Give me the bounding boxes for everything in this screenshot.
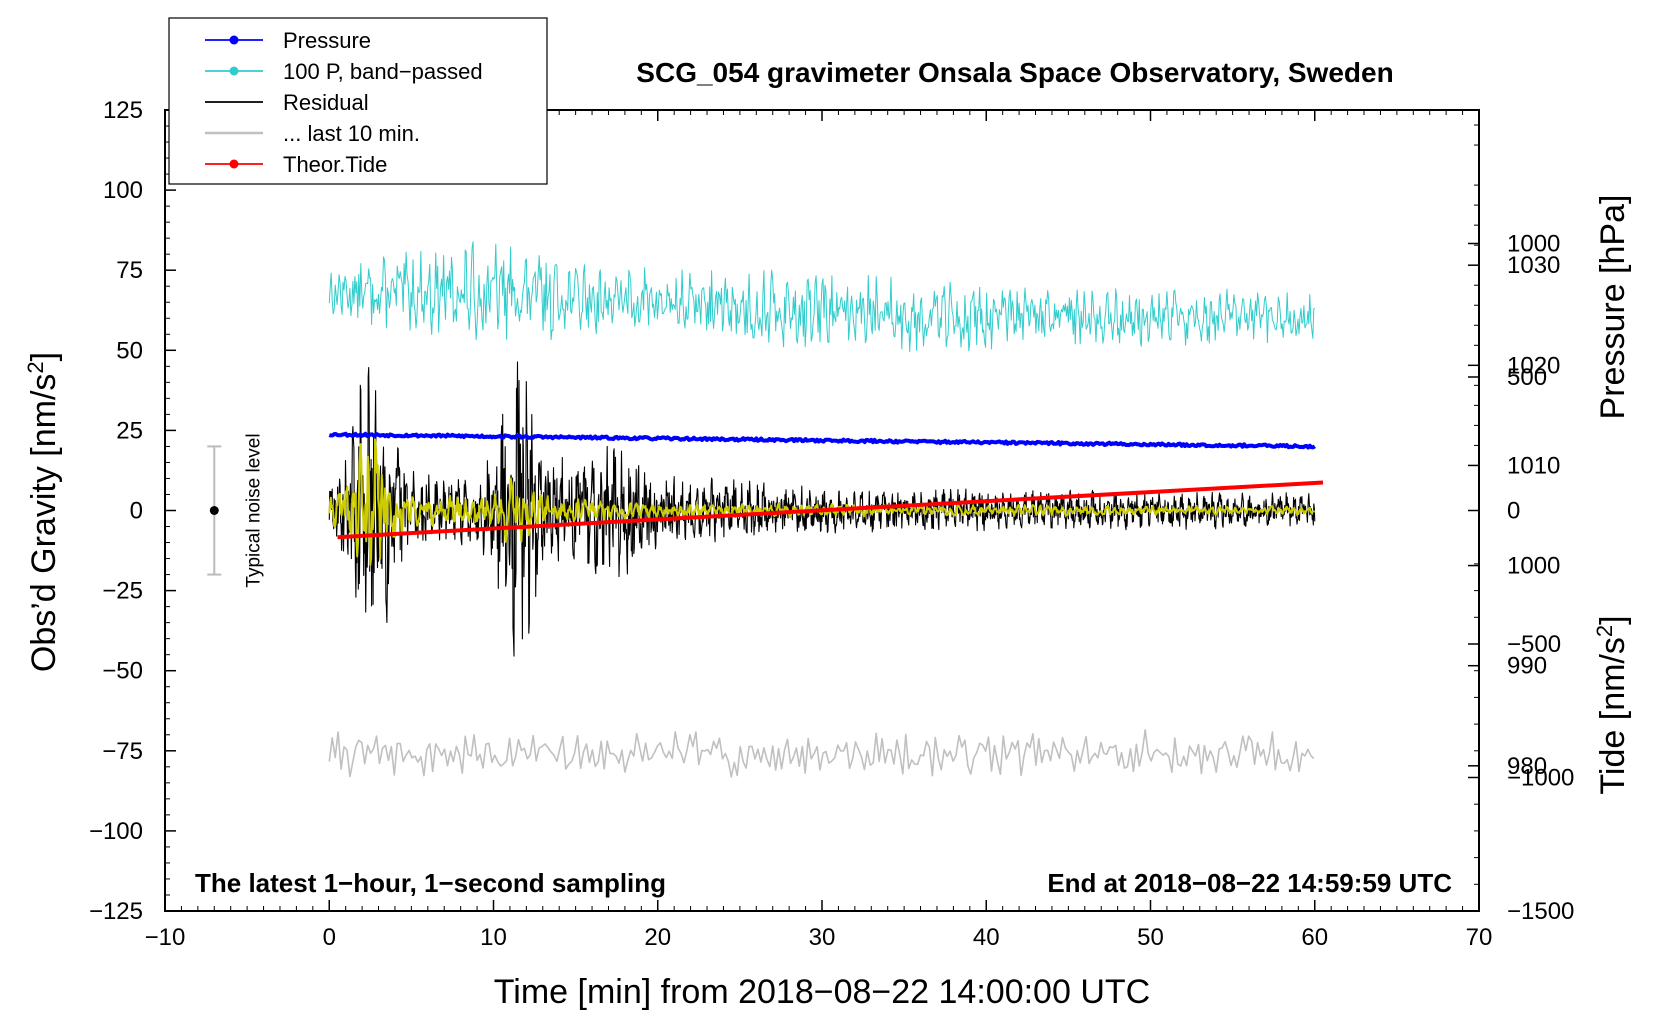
pressure-tick-label: 1020 [1507,352,1560,379]
x-tick-label: 60 [1301,924,1328,951]
y-tick-label: 125 [103,97,143,124]
series-last-10-min [328,729,1315,778]
x-tick-label: 70 [1466,924,1493,951]
plot-frame [164,109,1480,912]
sampling-note: The latest 1−hour, 1−second sampling [195,868,666,898]
series-residual-smoothed [328,438,1316,566]
y-axis-title-tide-main: Tide [nm/s [1594,637,1632,794]
legend-label: 100 P, band−passed [283,59,483,84]
y-tick-label: 100 [103,177,143,204]
tide-tick-label: 1000 [1507,231,1560,258]
y-tick-label: −125 [89,898,143,925]
y-tick-label: 25 [116,417,143,444]
x-tick-label: 30 [809,924,836,951]
noise-center-dot [209,506,219,515]
tide-tick-label: −1000 [1507,765,1574,792]
y-axis-title-tide: Tide [nm/s2] [1592,615,1632,794]
x-axis-title: Time [min] from 2018−08−22 14:00:00 UTC [494,973,1150,1011]
x-tick-label: −10 [145,924,186,951]
y-tick-label: 75 [116,257,143,284]
tide-tick-label: −1500 [1507,898,1574,925]
legend-marker [229,35,239,45]
tide-tick-label: −500 [1507,631,1561,658]
y-tick-label: −75 [102,738,143,765]
legend-items: Pressure 100 P, band−passed Residual ... la… [205,28,483,177]
noise-level-label: Typical noise level [243,433,264,587]
y-tick-label: 50 [116,337,143,364]
x-tick-label: 40 [973,924,1000,951]
y-tick-label: −25 [102,578,143,605]
end-time-note: End at 2018−08−22 14:59:59 UTC [1047,868,1452,898]
y-axis-title-pressure: Pressure [hPa] [1594,195,1632,420]
legend-label: Pressure [283,28,371,53]
pressure-tick-label: 990 [1507,653,1547,680]
y-axis-title-gravity-end: ] [25,352,63,361]
tide-tick-label: 0 [1507,498,1520,525]
y-tick-label: 0 [130,498,143,525]
chart-title: SCG_054 gravimeter Onsala Space Observat… [636,57,1393,88]
y-axis-title-tide-sup: 2 [1592,625,1617,637]
series-layer [328,241,1324,778]
pressure-tick-label: 980 [1507,753,1547,780]
x-tick-label: 0 [323,924,336,951]
y-tick-label: −50 [102,658,143,685]
pressure-tick-label: 1010 [1507,452,1560,479]
y-axis-title-tide-end: ] [1594,615,1632,624]
legend-label: Theor.Tide [283,152,387,177]
y-axis-title-gravity-main: Obs’d Gravity [nm/s [25,374,63,673]
pressure-tick-label: 1000 [1507,553,1560,580]
legend-label: Residual [283,90,369,115]
series-band-passed-pressure [328,241,1316,352]
legend-label: ... last 10 min. [283,121,420,146]
noise-level-marker: Typical noise level [207,433,264,588]
series-theoretical-tide [337,480,1324,540]
tick-labels: −10 0 10 20 30 40 50 60 701251007550250−25−50−75… [89,97,1574,951]
y-axis-title-gravity-sup: 2 [23,361,48,373]
tide-tick-label: 500 [1507,364,1547,391]
legend-marker [229,66,239,76]
pressure-tick-label: 1030 [1507,252,1560,279]
legend-marker [229,159,239,169]
x-tick-label: 20 [644,924,671,951]
x-tick-label: 10 [480,924,507,951]
x-tick-label: 50 [1137,924,1164,951]
series-pressure [328,431,1316,450]
legend: Pressure 100 P, band−passed Residual ... la… [168,17,548,185]
y-tick-label: −100 [89,818,143,845]
y-axis-title-gravity: Obs’d Gravity [nm/s2] [23,352,63,672]
legend-box [168,17,548,185]
